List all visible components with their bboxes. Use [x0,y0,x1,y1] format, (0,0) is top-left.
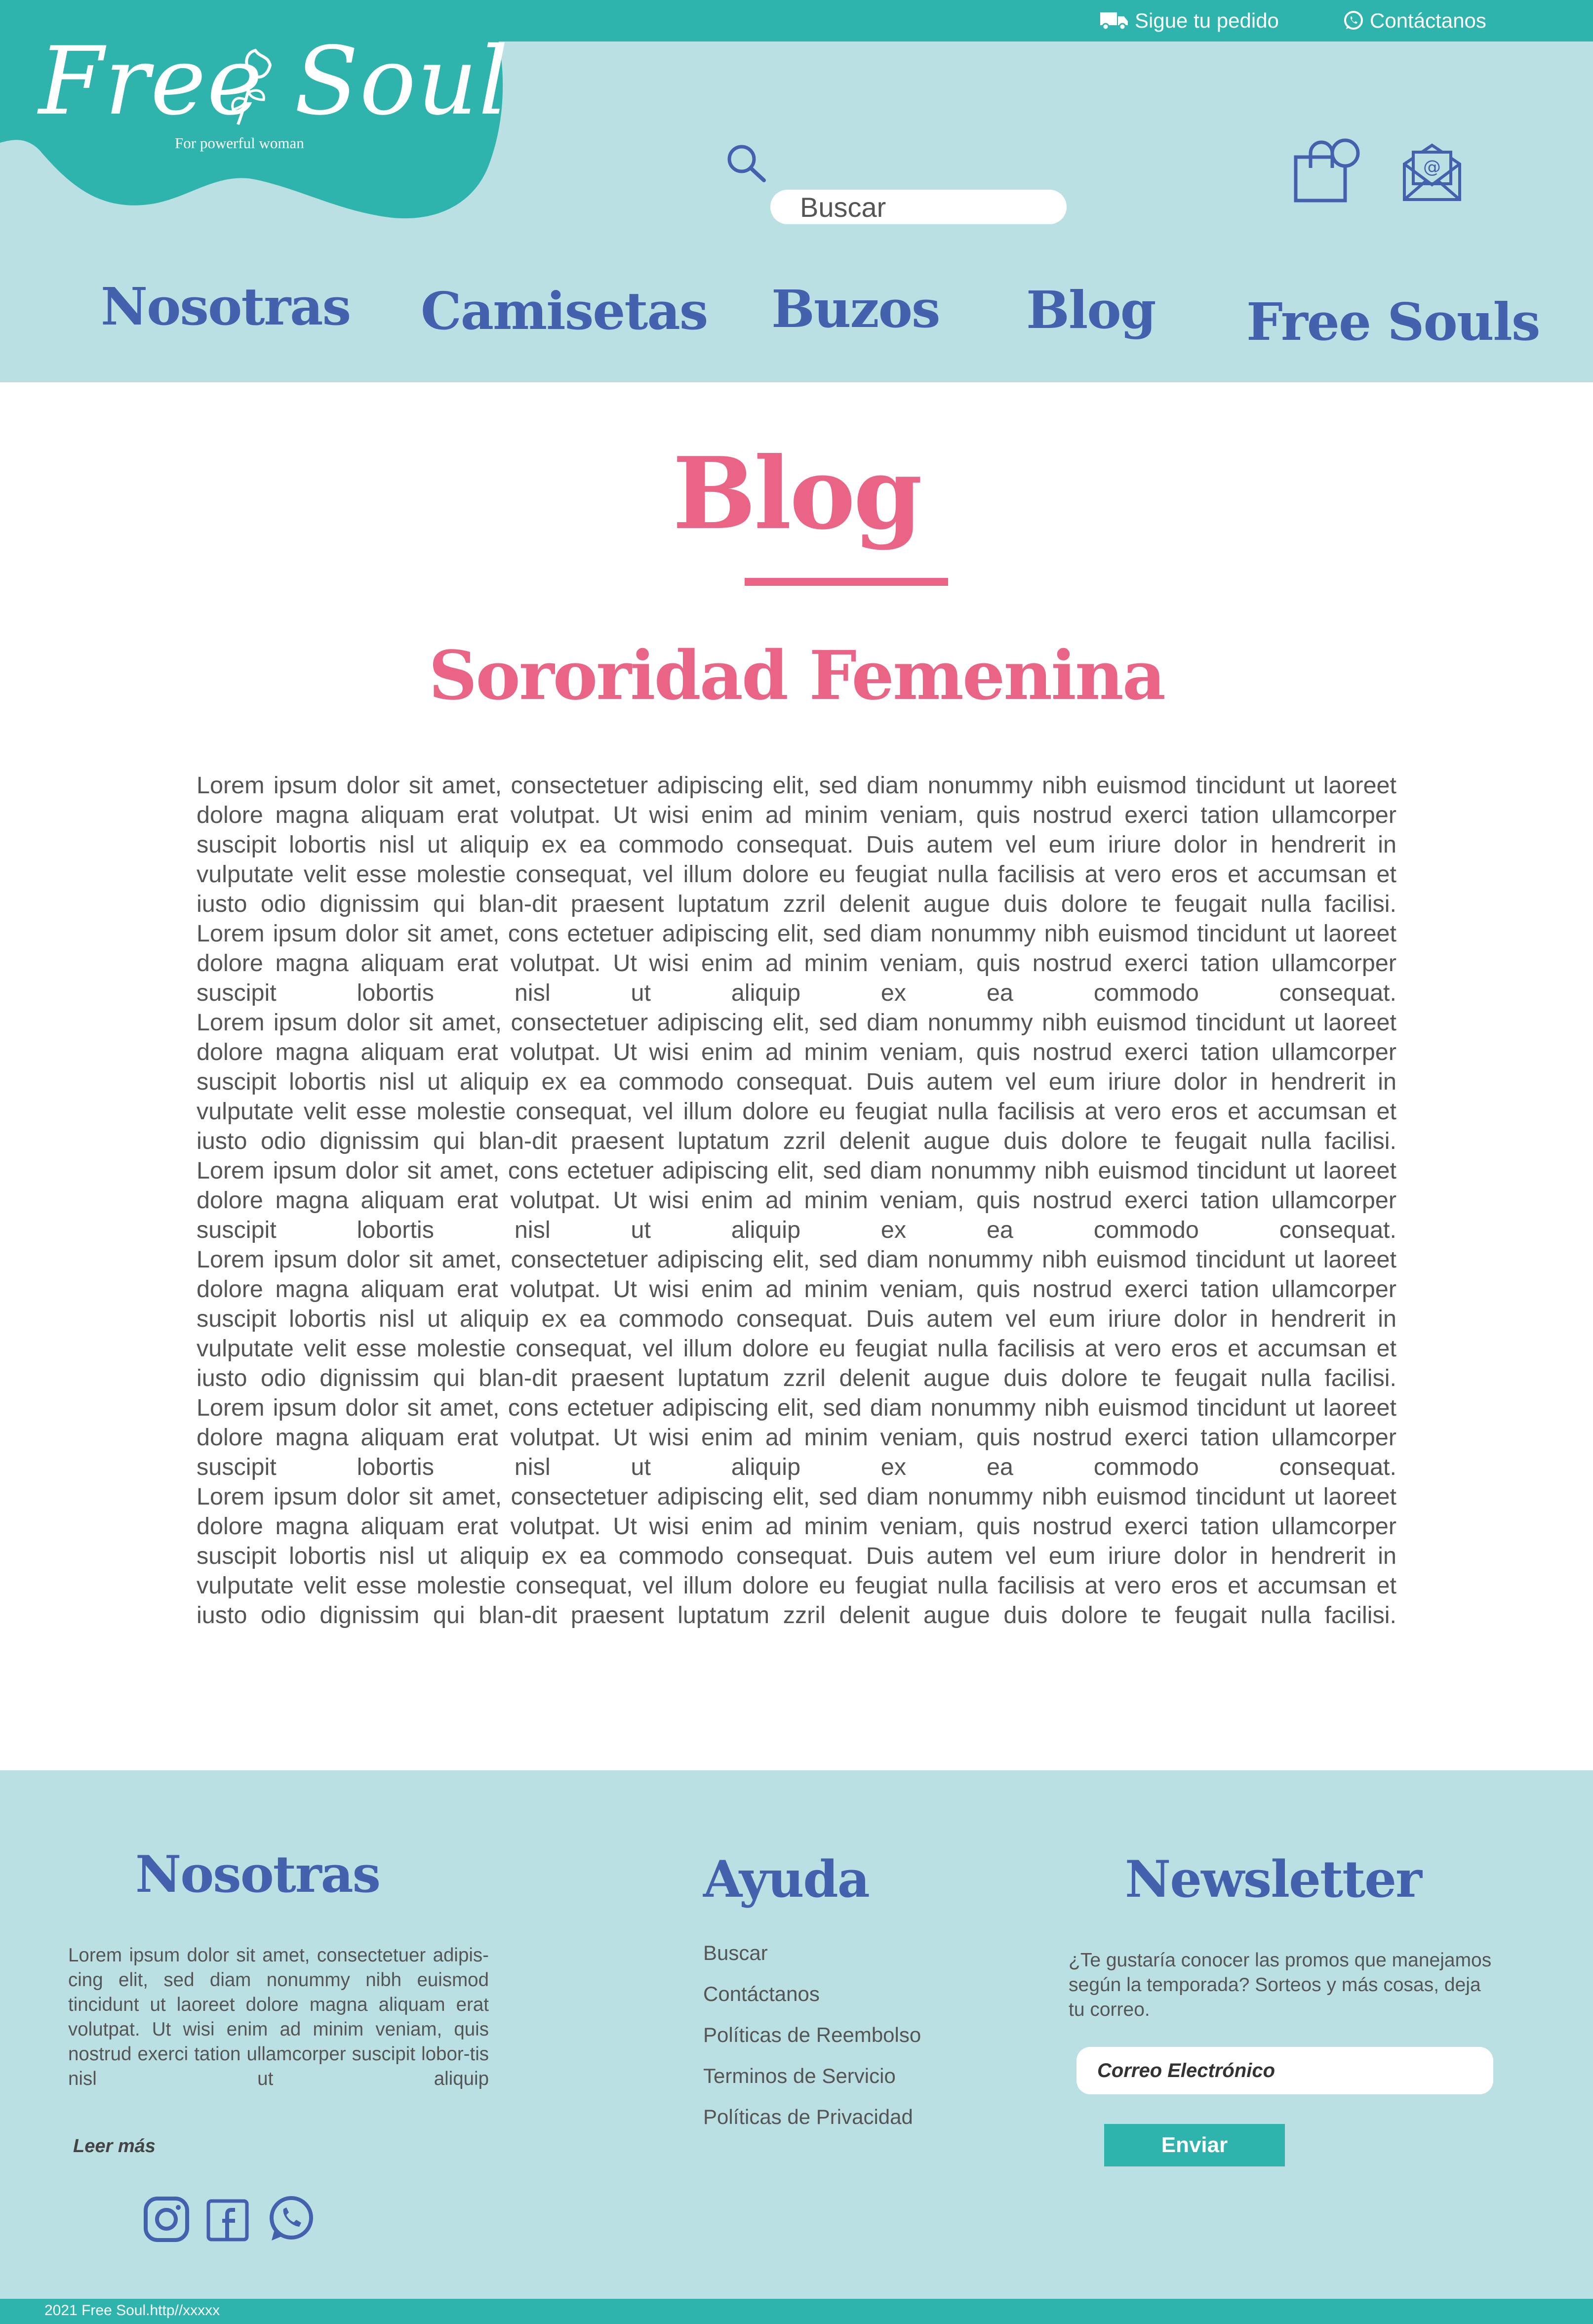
newsletter-text: ¿Te gustaría conocer las promos que mane… [1069,1950,1492,2020]
nav-item-nosotras[interactable]: Nosotras [101,276,351,337]
footer-link-privacy[interactable]: Políticas de Privacidad [703,2105,913,2128]
contact-link[interactable]: Contáctanos [1343,7,1486,35]
submit-button[interactable]: Enviar [1104,2124,1285,2166]
article-paragraph: Lorem ipsum dolor sit amet, cons ectetue… [197,920,1396,1006]
svg-text:@: @ [1423,157,1441,177]
email-field[interactable] [1076,2047,1493,2094]
shopping-bag-icon[interactable] [1294,138,1361,203]
bottom-bar: 2021 Free Soul.http//xxxxx [0,2299,1593,2324]
nav-item-buzos[interactable]: Buzos [771,279,940,339]
article-paragraph: Lorem ipsum dolor sit amet, consectetuer… [197,1246,1396,1391]
title-underline [745,578,948,586]
nav-item-camisetas[interactable]: Camisetas [421,281,708,341]
footer-about-text: Lorem ipsum dolor sit amet, consectetuer… [68,1945,489,2089]
logo-word-soul: Soul [294,27,510,136]
logo-blob [0,41,503,219]
logo-word-free: Free [39,27,264,136]
copyright-text: 2021 Free Soul.http//xxxxx [44,2302,220,2319]
mail-icon[interactable]: @ [1401,143,1463,203]
footer-link-buscar[interactable]: Buscar [703,1941,768,1964]
article-paragraph: Lorem ipsum dolor sit amet, cons ectetue… [197,1157,1396,1243]
top-bar: Sigue tu pedido Contáctanos [0,0,1593,41]
nav-item-free-souls[interactable]: Free Souls [1246,291,1540,352]
footer-heading-about: Nosotras [135,1845,381,1904]
footer: Nosotras Lorem ipsum dolor sit amet, con… [0,1770,1593,2299]
whatsapp-icon [1344,11,1363,30]
search-input[interactable] [770,190,1067,224]
footer-heading-help: Ayuda [703,1850,870,1909]
footer-link-terms[interactable]: Terminos de Servicio [703,2064,896,2087]
article-title: Sororidad Femenina [429,636,1166,715]
article-paragraph: Lorem ipsum dolor sit amet, cons ectetue… [197,1394,1396,1480]
article-paragraph: Lorem ipsum dolor sit amet, consectetuer… [197,772,1396,917]
footer-heading-newsletter: Newsletter [1125,1850,1422,1909]
track-order-label: Sigue tu pedido [1135,9,1279,32]
search-icon[interactable] [726,143,766,183]
whatsapp-icon[interactable] [267,2195,315,2243]
track-order-link[interactable]: Sigue tu pedido [1100,7,1279,35]
header: Free Soul For powerful woman @ Nosotras … [0,35,1593,382]
contact-label: Contáctanos [1370,9,1486,32]
article-paragraph: Lorem ipsum dolor sit amet, consectetuer… [197,1483,1396,1629]
instagram-icon[interactable] [143,2196,190,2242]
flower-icon [231,48,272,125]
page-title: Blog [672,436,922,552]
read-more-link[interactable]: Leer más [73,2136,156,2157]
footer-link-refund-policy[interactable]: Políticas de Reembolso [703,2023,921,2046]
article-paragraph: Lorem ipsum dolor sit amet, consectetuer… [197,1009,1396,1154]
article-body: Lorem ipsum dolor sit amet, consectetuer… [197,771,1396,1630]
nav-item-blog[interactable]: Blog [1026,280,1156,340]
truck-icon [1100,12,1128,30]
facebook-icon[interactable] [206,2199,249,2242]
logo-tagline: For powerful woman [175,134,304,152]
footer-link-contactanos[interactable]: Contáctanos [703,1982,820,2005]
